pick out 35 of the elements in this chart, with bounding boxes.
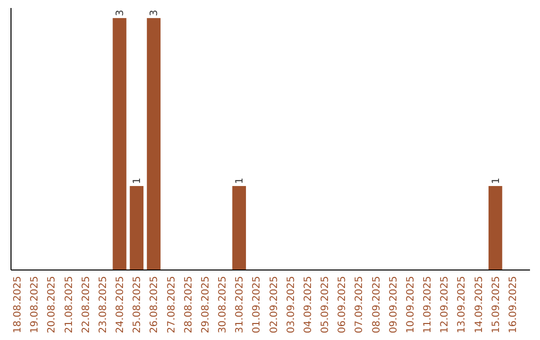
x-tick-label: 09.09.2025 [388,276,400,334]
x-tick-label: 28.08.2025 [183,276,194,334]
x-tick-label: 26.08.2025 [149,276,160,334]
data-label: 3 [149,10,160,16]
x-tick-label: 22.08.2025 [80,276,92,334]
x-tick-label: 20.08.2025 [46,276,58,334]
x-tick-label: 01.09.2025 [252,276,263,334]
x-tick-label: 30.08.2025 [218,276,229,334]
x-tick-label: 31.08.2025 [234,276,246,334]
data-label: 1 [490,178,502,184]
data-label: 3 [115,10,126,16]
x-tick-label: 23.08.2025 [98,276,109,334]
x-tick-label: 07.09.2025 [354,276,366,334]
x-tick-label: 16.09.2025 [508,276,519,334]
x-tick-label: 29.08.2025 [200,276,212,334]
x-tick-label: 12.09.2025 [440,276,451,334]
x-tick-label: 05.09.2025 [320,276,332,334]
x-tick-label: 14.09.2025 [474,276,485,334]
x-tick-label: 13.09.2025 [456,276,468,334]
x-tick-label: 18.08.2025 [12,276,24,334]
x-tick-label: 11.09.2025 [422,276,434,334]
x-tick-label: 02.09.2025 [268,276,280,334]
x-tick-label: 21.08.2025 [64,276,75,334]
x-tick-label: 04.09.2025 [302,276,314,334]
x-tick-label: 10.09.2025 [405,276,416,334]
x-tick-label: 06.09.2025 [337,276,348,334]
x-tick-label: 08.09.2025 [371,276,382,334]
data-label: 1 [132,178,144,184]
data-label: 1 [234,178,246,184]
x-tick-label: 25.08.2025 [132,276,144,334]
x-tick-label: 03.09.2025 [286,276,297,334]
x-tick-label: 24.08.2025 [115,276,126,334]
x-tick-label: 15.09.2025 [490,276,502,334]
x-tick-label: 27.08.2025 [166,276,178,334]
x-tick-label: 19.08.2025 [30,276,41,334]
